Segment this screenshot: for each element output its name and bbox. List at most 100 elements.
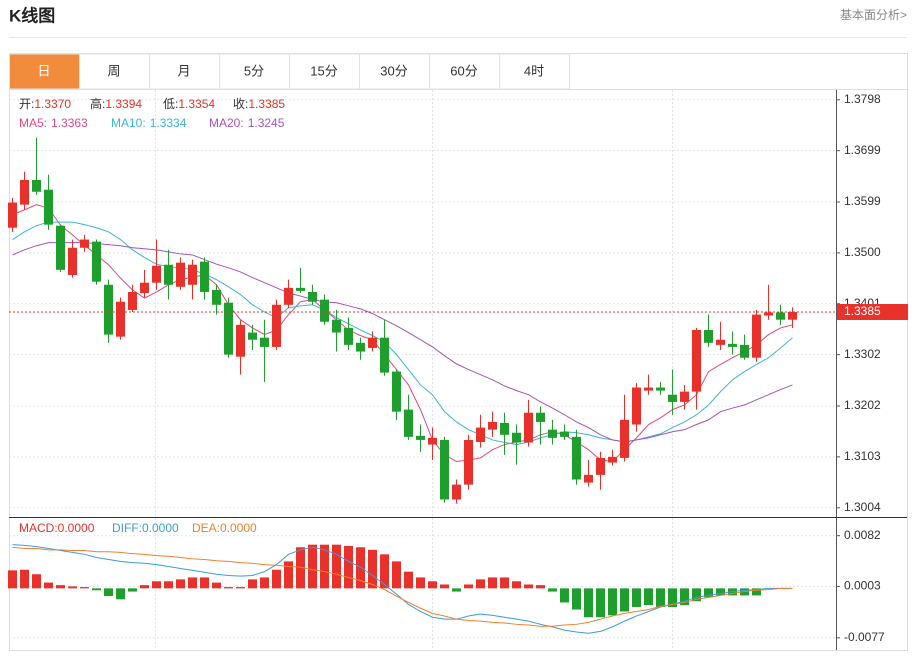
legend-name: MA10:	[111, 116, 146, 130]
candle-body	[332, 319, 341, 333]
tab[interactable]: 5分	[219, 53, 290, 90]
macd-bar	[428, 581, 437, 589]
tab-label: 30分	[380, 63, 407, 78]
macd-bar	[608, 588, 617, 616]
candle-body	[224, 302, 233, 355]
macd-bar	[668, 588, 677, 607]
macd-bar	[272, 569, 281, 589]
macd-bar	[152, 581, 161, 589]
tab[interactable]: 4时	[499, 53, 570, 90]
macd-bar	[752, 588, 761, 596]
candle-body	[596, 457, 605, 475]
macd-bar	[224, 587, 233, 589]
candle-body	[212, 289, 221, 305]
macd-bar	[200, 577, 209, 589]
candle-body	[464, 439, 473, 485]
candle-body	[608, 456, 617, 463]
macd-bar	[260, 577, 269, 589]
tab-bg	[79, 53, 150, 90]
macd-bar	[164, 581, 173, 589]
macd-legend: MACD:0.0000	[19, 521, 95, 535]
candle-body	[716, 339, 725, 345]
macd-bar	[368, 549, 377, 589]
tab-bg	[359, 53, 430, 90]
macd-bar	[104, 588, 113, 597]
legend-value: 0.0000	[142, 521, 179, 535]
candle-body	[20, 179, 29, 205]
tab-bg	[429, 53, 500, 90]
ohlc-value: 1.3370	[34, 97, 71, 111]
macd-bar	[488, 577, 497, 589]
macd-bar	[284, 561, 293, 589]
tab[interactable]: 30分	[359, 53, 430, 90]
tab[interactable]: 日	[9, 53, 80, 90]
candle-body	[692, 329, 701, 392]
macd-bar	[68, 586, 77, 589]
tab[interactable]: 60分	[429, 53, 500, 90]
y-tick-label: 1.3500	[844, 245, 881, 259]
ohlc-info: 低:1.3354	[163, 97, 215, 111]
legend-name: DIFF:	[112, 521, 142, 535]
candle-body	[452, 484, 461, 500]
y-tick-label: 1.3599	[844, 194, 881, 208]
macd-bar	[548, 588, 557, 592]
legend-name: DEA:	[192, 521, 220, 535]
macd-bar	[572, 588, 581, 610]
macd-bar	[296, 547, 305, 589]
legend-name: MA20:	[209, 116, 244, 130]
macd-bar	[632, 588, 641, 607]
candle-body	[320, 299, 329, 322]
macd-bar	[716, 588, 725, 596]
macd-bar	[680, 588, 689, 606]
macd-bar	[332, 544, 341, 589]
macd-bar	[452, 588, 461, 592]
candle-body	[140, 282, 149, 293]
ohlc-label: 低:	[163, 97, 178, 111]
tab[interactable]: 月	[149, 53, 220, 90]
macd-bar	[248, 579, 257, 589]
macd-bar	[440, 584, 449, 589]
tab-label: 日	[37, 63, 50, 78]
tab-bg	[149, 53, 220, 90]
legend-value: 1.3334	[150, 116, 187, 130]
candle-body	[752, 314, 761, 358]
candle-body	[512, 432, 521, 443]
y-tick-label: 0.0082	[844, 528, 881, 542]
candle-body	[104, 284, 113, 335]
legend-value: 0.0000	[220, 521, 257, 535]
candle-body	[680, 391, 689, 402]
macd-bar	[596, 588, 605, 618]
tab-label: 15分	[310, 63, 337, 78]
ohlc-info: 收:1.3385	[233, 97, 285, 111]
macd-bar	[704, 588, 713, 598]
macd-bar	[80, 587, 89, 589]
candle-body	[416, 435, 425, 440]
candle-body	[32, 179, 41, 192]
macd-bar	[140, 585, 149, 589]
macd-bar	[392, 561, 401, 589]
macd-bar	[176, 579, 185, 589]
macd-bar	[416, 577, 425, 589]
macd-bar	[524, 584, 533, 589]
macd-bar	[32, 574, 41, 589]
fundamental-link[interactable]: 基本面分析>	[840, 8, 907, 22]
ohlc-info: 高:1.3394	[90, 96, 142, 111]
y-tick-label: 1.3699	[844, 143, 881, 157]
ohlc-label: 高:	[90, 96, 105, 111]
candle-body	[8, 202, 17, 228]
legend-name: MA5:	[19, 116, 47, 130]
macd-bar	[308, 544, 317, 589]
tab[interactable]: 周	[79, 53, 150, 90]
candle-body	[740, 344, 749, 358]
candle-body	[644, 387, 653, 391]
legend-value: 1.3245	[248, 116, 285, 130]
ma-legend: MA10: 1.3334	[111, 116, 187, 130]
tab[interactable]: 15分	[289, 53, 360, 90]
y-tick-label: 1.3004	[844, 500, 881, 514]
candle-body	[44, 189, 53, 225]
last-price-label: 1.3385	[844, 304, 881, 318]
macd-bar	[116, 588, 125, 600]
macd-bar	[404, 571, 413, 589]
macd-bar	[512, 581, 521, 589]
